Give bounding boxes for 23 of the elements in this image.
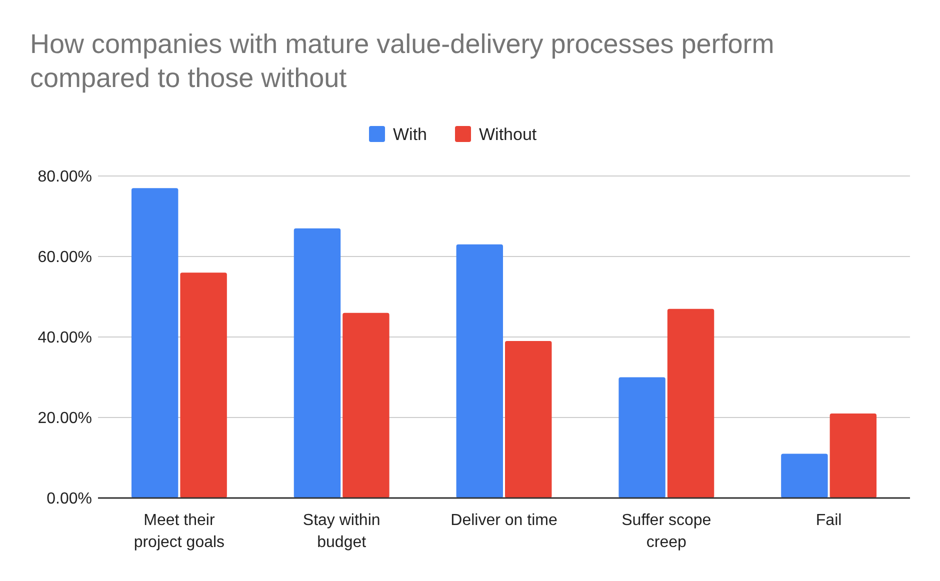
bar (342, 312, 390, 498)
bar (456, 244, 503, 498)
bar (618, 377, 666, 498)
x-tick-label: Fail (816, 512, 842, 529)
bar (667, 308, 714, 498)
chart-title: How companies with mature value-delivery processes perform compared to those without (30, 29, 774, 93)
bar (294, 228, 341, 498)
bar (505, 341, 552, 498)
x-tick-label: Deliver on time (450, 512, 558, 529)
x-tick-label: Stay within budget (302, 512, 380, 551)
y-tick-label: 40.00% (38, 330, 92, 347)
y-tick-label: 0.00% (46, 490, 92, 508)
bar (830, 413, 877, 498)
bar (781, 454, 828, 498)
y-tick-label: 80.00% (38, 168, 92, 186)
x-tick-label: Meet their project goals (134, 512, 225, 551)
x-tick-label: Suffer scope creep (622, 512, 712, 551)
bar (131, 188, 178, 498)
legend-label: With (393, 124, 427, 144)
y-tick-label: 60.00% (38, 249, 92, 266)
bar (180, 272, 227, 498)
legend-label: Without (479, 124, 537, 144)
y-tick-label: 20.00% (38, 410, 92, 428)
